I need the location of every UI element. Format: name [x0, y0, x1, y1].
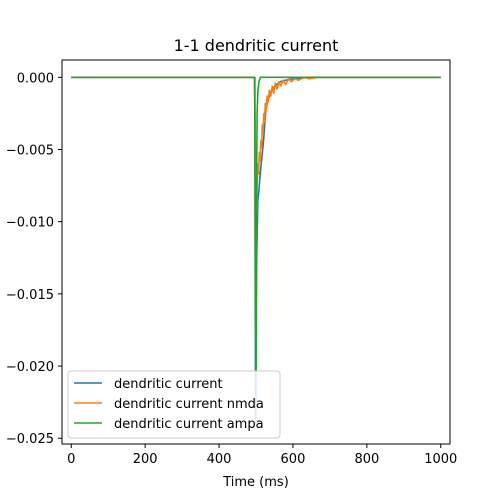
legend-label: dendritic current [114, 377, 223, 392]
series-line-2 [71, 76, 441, 216]
y-tick-label: −0.020 [6, 360, 54, 375]
legend-label: dendritic current nmda [114, 397, 264, 412]
legend: dendritic current dendritic current nmda d… [67, 370, 281, 439]
y-tick-label: 0.000 [17, 71, 54, 86]
x-tick-label: 200 [133, 452, 158, 467]
axis-ticks: 0 200 400 600 800 1000 0.000 −0.005 −0.010 −0.015… [6, 71, 457, 467]
x-tick-label: 400 [207, 452, 232, 467]
y-tick-label: −0.015 [6, 288, 54, 303]
y-tick-label: −0.005 [6, 144, 54, 159]
y-tick-label: −0.025 [6, 432, 54, 447]
series-line-3 [71, 76, 441, 375]
y-tick-label: −0.010 [6, 216, 54, 231]
x-tick-label: 600 [281, 452, 306, 467]
plot-frame [61, 59, 451, 445]
legend-label: dendritic current ampa [114, 417, 264, 432]
x-axis-label: Time (ms) [222, 475, 289, 490]
legend-box [67, 370, 281, 439]
x-tick-label: 1000 [424, 452, 457, 467]
x-tick-label: 800 [354, 452, 379, 467]
chart-title: 1-1 dendritic current [174, 36, 339, 55]
x-tick-label: 0 [67, 452, 75, 467]
